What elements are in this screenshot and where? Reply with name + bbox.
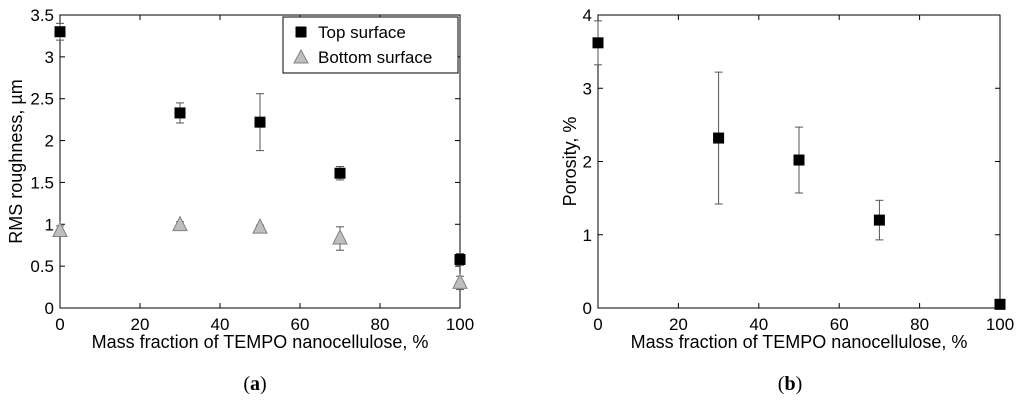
x-tick-label: 80 (371, 315, 390, 334)
y-tick-label: 1 (45, 215, 54, 234)
data-point-square (873, 214, 885, 226)
data-point-square (254, 116, 266, 128)
data-point-square (994, 298, 1006, 310)
x-tick-label: 20 (131, 315, 150, 334)
y-tick-label: 1.5 (30, 173, 54, 192)
data-point-triangle (52, 221, 68, 237)
legend-swatch-triangle (293, 48, 309, 64)
y-tick-label: 2.5 (30, 90, 54, 109)
panel-caption: (a) (243, 373, 266, 395)
chart-panel-b: 0 20 40 60 80 100 0 1 2 3 4 Mass fraction of TEMPO … (560, 6, 1014, 395)
legend-box (282, 16, 459, 74)
x-tick-label: 80 (910, 315, 929, 334)
data-point-square (334, 167, 346, 179)
y-tick-label: 4 (583, 6, 592, 25)
panel-caption: (b) (778, 373, 802, 395)
series-top-surface (54, 22, 466, 266)
plot-frame (59, 14, 461, 309)
data-point-triangle (452, 273, 468, 289)
data-point-square (454, 253, 466, 265)
y-tick-label: 2 (45, 132, 54, 151)
y-tick-label: 3.5 (30, 6, 54, 25)
x-tick-label: 20 (669, 315, 688, 334)
data-point-square (592, 37, 604, 49)
data-point-triangle (172, 215, 188, 232)
y-axis-label: RMS roughness, µm (6, 79, 26, 243)
y-tick-label: 1 (583, 226, 592, 245)
legend-entry-label: Bottom surface (318, 48, 432, 67)
data-point-square (174, 107, 186, 119)
y-tick-label: 0 (45, 299, 54, 318)
y-tick-label: 0 (583, 299, 592, 318)
x-tick-label: 60 (830, 315, 849, 334)
x-tick-label: 0 (55, 315, 64, 334)
x-tick-label: 40 (749, 315, 768, 334)
x-tick-label: 0 (593, 315, 602, 334)
y-tick-label: 3 (583, 79, 592, 98)
data-point-square (793, 154, 805, 166)
x-axis-label: Mass fraction of TEMPO nanocellulose, % (631, 332, 968, 352)
y-tick-label: 0.5 (30, 257, 54, 276)
y-axis-label: Porosity, % (560, 117, 580, 207)
y-tick-label: 2 (583, 153, 592, 172)
data-point-triangle (332, 228, 348, 245)
data-point-triangle (252, 218, 268, 234)
x-tick-label: 40 (211, 315, 230, 334)
legend: Top surface Bottom surface (282, 16, 459, 74)
x-tick-label: 100 (986, 315, 1014, 334)
data-point-square (713, 132, 725, 144)
x-tick-label: 100 (446, 315, 474, 334)
x-tick-label: 60 (291, 315, 310, 334)
legend-swatch-square (295, 26, 307, 38)
x-axis-label: Mass fraction of TEMPO nanocellulose, % (92, 332, 429, 352)
series-porosity (592, 20, 1006, 310)
data-point-square (54, 26, 66, 38)
legend-entry-label: Top surface (318, 23, 406, 42)
y-tick-label: 3 (45, 48, 54, 67)
series-bottom-surface (52, 215, 468, 291)
chart-panel-a: 0 20 40 60 80 100 0 0.5 1 1.5 2 2.5 3 3.5 Mass fractio… (6, 6, 474, 395)
